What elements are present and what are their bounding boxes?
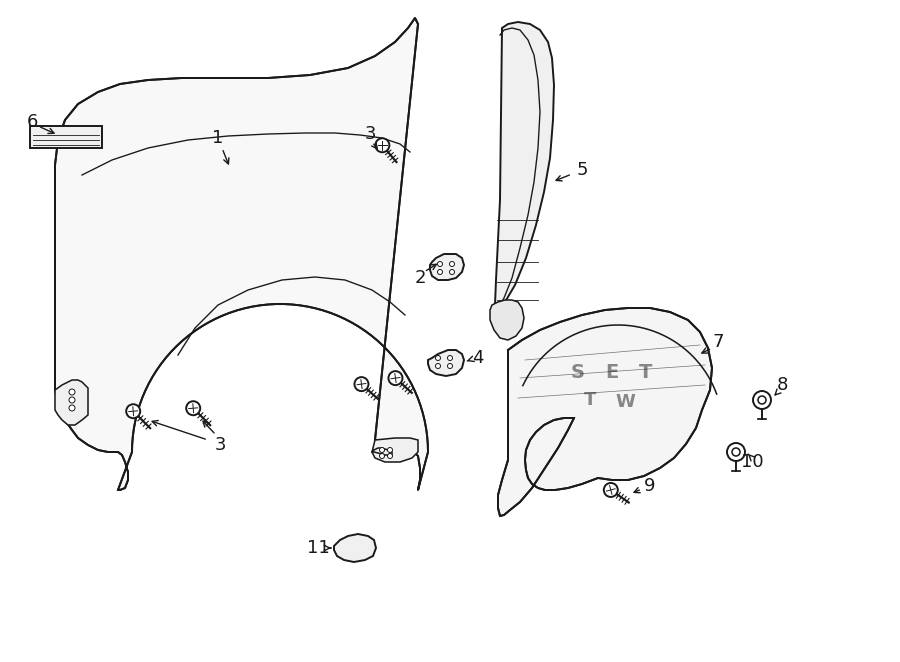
Text: 3: 3 <box>364 125 376 143</box>
Text: 8: 8 <box>777 376 788 394</box>
Circle shape <box>753 391 771 409</box>
Circle shape <box>126 404 140 418</box>
Text: 1: 1 <box>212 129 224 147</box>
Circle shape <box>380 453 384 459</box>
Circle shape <box>389 371 402 385</box>
Text: 5: 5 <box>576 161 588 179</box>
Text: 10: 10 <box>741 453 763 471</box>
Circle shape <box>69 397 75 403</box>
Polygon shape <box>55 380 88 425</box>
Circle shape <box>69 405 75 411</box>
Text: E: E <box>606 363 618 381</box>
Bar <box>30 126 102 148</box>
Text: 3: 3 <box>214 436 226 454</box>
Circle shape <box>437 261 443 267</box>
Polygon shape <box>55 18 428 490</box>
Text: 9: 9 <box>644 477 656 495</box>
Text: T: T <box>584 391 596 409</box>
Text: T: T <box>639 363 652 381</box>
Circle shape <box>447 363 453 369</box>
Circle shape <box>436 355 440 361</box>
Circle shape <box>355 377 368 391</box>
Circle shape <box>437 269 443 275</box>
Text: S: S <box>571 363 585 381</box>
Polygon shape <box>334 534 376 562</box>
Circle shape <box>604 483 617 497</box>
Circle shape <box>69 389 75 395</box>
Polygon shape <box>495 22 554 310</box>
Text: 2: 2 <box>414 269 426 287</box>
Circle shape <box>186 401 200 415</box>
Circle shape <box>380 448 384 453</box>
Text: W: W <box>615 393 634 411</box>
Polygon shape <box>430 254 464 280</box>
Text: 11: 11 <box>307 539 329 557</box>
Circle shape <box>388 448 392 453</box>
Text: 6: 6 <box>26 113 38 131</box>
Text: 7: 7 <box>712 333 724 351</box>
Polygon shape <box>428 350 464 376</box>
Circle shape <box>449 261 454 267</box>
Circle shape <box>388 453 392 459</box>
Polygon shape <box>372 438 418 462</box>
Polygon shape <box>498 308 712 516</box>
Text: 4: 4 <box>472 349 484 367</box>
Circle shape <box>436 363 440 369</box>
Circle shape <box>375 138 390 152</box>
Polygon shape <box>490 300 524 340</box>
Circle shape <box>449 269 454 275</box>
Circle shape <box>447 355 453 361</box>
Circle shape <box>758 396 766 404</box>
Circle shape <box>727 443 745 461</box>
Circle shape <box>732 448 740 456</box>
